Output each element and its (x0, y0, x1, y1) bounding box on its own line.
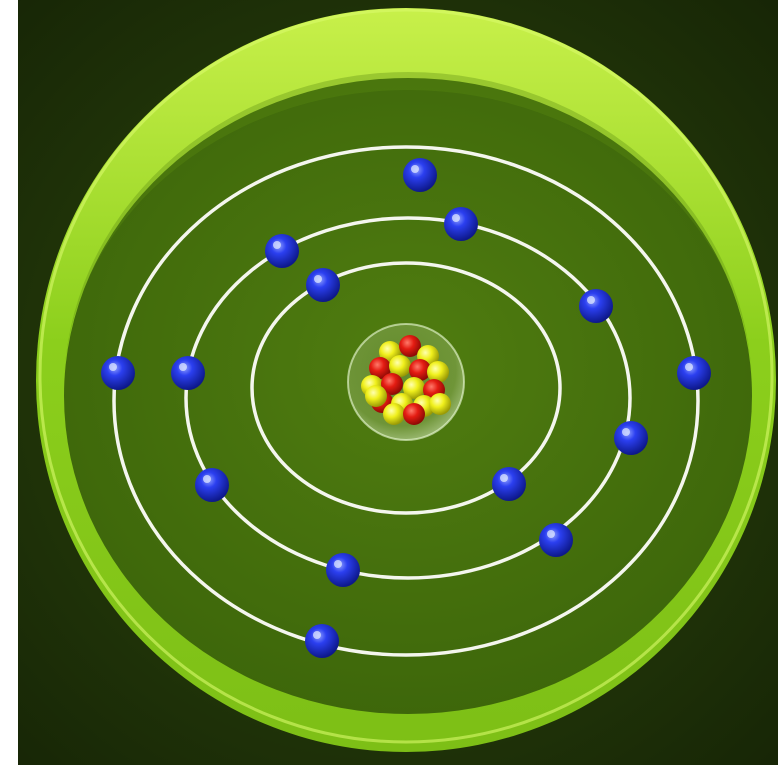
electron (101, 356, 135, 390)
neutron (383, 403, 405, 425)
electron-highlight (685, 363, 693, 371)
electron (195, 468, 229, 502)
electron-highlight (314, 275, 322, 283)
electron (444, 207, 478, 241)
electron (326, 553, 360, 587)
proton (381, 373, 403, 395)
electron-highlight (587, 296, 595, 304)
proton (409, 359, 431, 381)
electron (492, 467, 526, 501)
electron-highlight (273, 241, 281, 249)
electron (306, 268, 340, 302)
electron (614, 421, 648, 455)
electron (539, 523, 573, 557)
electron-highlight (411, 165, 419, 173)
proton (403, 403, 425, 425)
proton (369, 357, 391, 379)
orbit-middle (184, 216, 632, 580)
electron-highlight (179, 363, 187, 371)
orbit-inner (250, 261, 562, 515)
orbit-outer (112, 145, 700, 657)
electron-highlight (452, 214, 460, 222)
bowl-rim-highlight (38, 8, 774, 744)
electron (579, 289, 613, 323)
electron (305, 624, 339, 658)
electron (171, 356, 205, 390)
neutron (429, 393, 451, 415)
electron-highlight (622, 428, 630, 436)
left-margin (0, 0, 18, 765)
nucleus (361, 335, 451, 425)
electron-highlight (500, 474, 508, 482)
neutron (403, 377, 425, 399)
neutron (427, 361, 449, 383)
electron (403, 158, 437, 192)
electron-highlight (547, 530, 555, 538)
electron-highlight (109, 363, 117, 371)
neutron (389, 355, 411, 377)
electrons (101, 158, 711, 658)
electron (265, 234, 299, 268)
electron (677, 356, 711, 390)
proton (399, 335, 421, 357)
electron-highlight (313, 631, 321, 639)
neutron (365, 385, 387, 407)
electron-highlight (334, 560, 342, 568)
electron-highlight (203, 475, 211, 483)
